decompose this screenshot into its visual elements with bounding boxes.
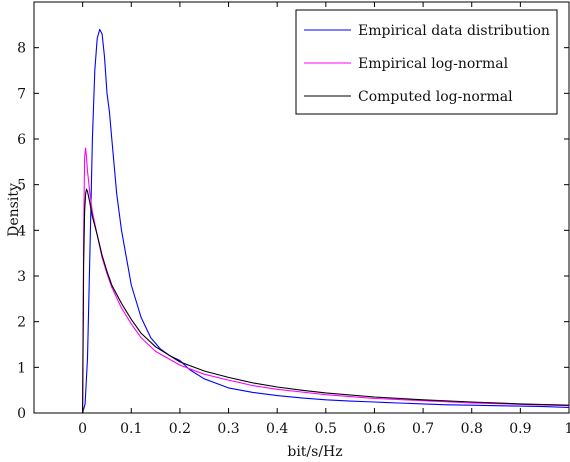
x-tick-label: 0.8 (461, 421, 483, 437)
y-tick-label: 2 (17, 315, 26, 331)
x-axis-label: bit/s/Hz (287, 444, 342, 460)
series-line-3 (82, 188, 570, 414)
x-tick-label: 0.2 (169, 421, 191, 437)
x-tick-label: 1 (565, 421, 570, 437)
x-tick-label: 0.1 (120, 421, 142, 437)
y-ticks: 0 1 2 3 4 5 6 7 8 (17, 41, 569, 422)
y-tick-label: 6 (17, 132, 26, 148)
y-axis-label: Density (6, 183, 22, 237)
x-tick-label: 0.9 (509, 421, 531, 437)
x-tick-label: 0.3 (217, 421, 239, 437)
legend: Empirical data distribution Empirical log… (295, 9, 558, 115)
y-tick-label: 7 (17, 86, 26, 102)
series-group (82, 28, 570, 414)
legend-label: Empirical data distribution (358, 23, 550, 39)
y-tick-label: 0 (17, 406, 26, 422)
y-tick-label: 8 (17, 41, 26, 57)
y-tick-label: 5 (17, 178, 26, 194)
x-tick-label: 0 (78, 421, 87, 437)
x-tick-label: 0.5 (315, 421, 337, 437)
x-ticks: 0 0.1 0.2 0.3 0.4 0.5 0.6 0.7 0.8 0.9 1 (78, 2, 570, 437)
y-tick-label: 1 (17, 360, 26, 376)
x-tick-label: 0.7 (412, 421, 434, 437)
legend-box (295, 9, 558, 115)
legend-label: Computed log-normal (358, 89, 513, 105)
x-tick-label: 0.6 (363, 421, 385, 437)
series-line-2 (82, 147, 570, 414)
y-tick-label: 4 (17, 223, 26, 239)
legend-label: Empirical log-normal (358, 56, 509, 72)
y-tick-label: 3 (17, 269, 26, 285)
series-line-1 (82, 28, 570, 414)
x-tick-label: 0.4 (266, 421, 288, 437)
